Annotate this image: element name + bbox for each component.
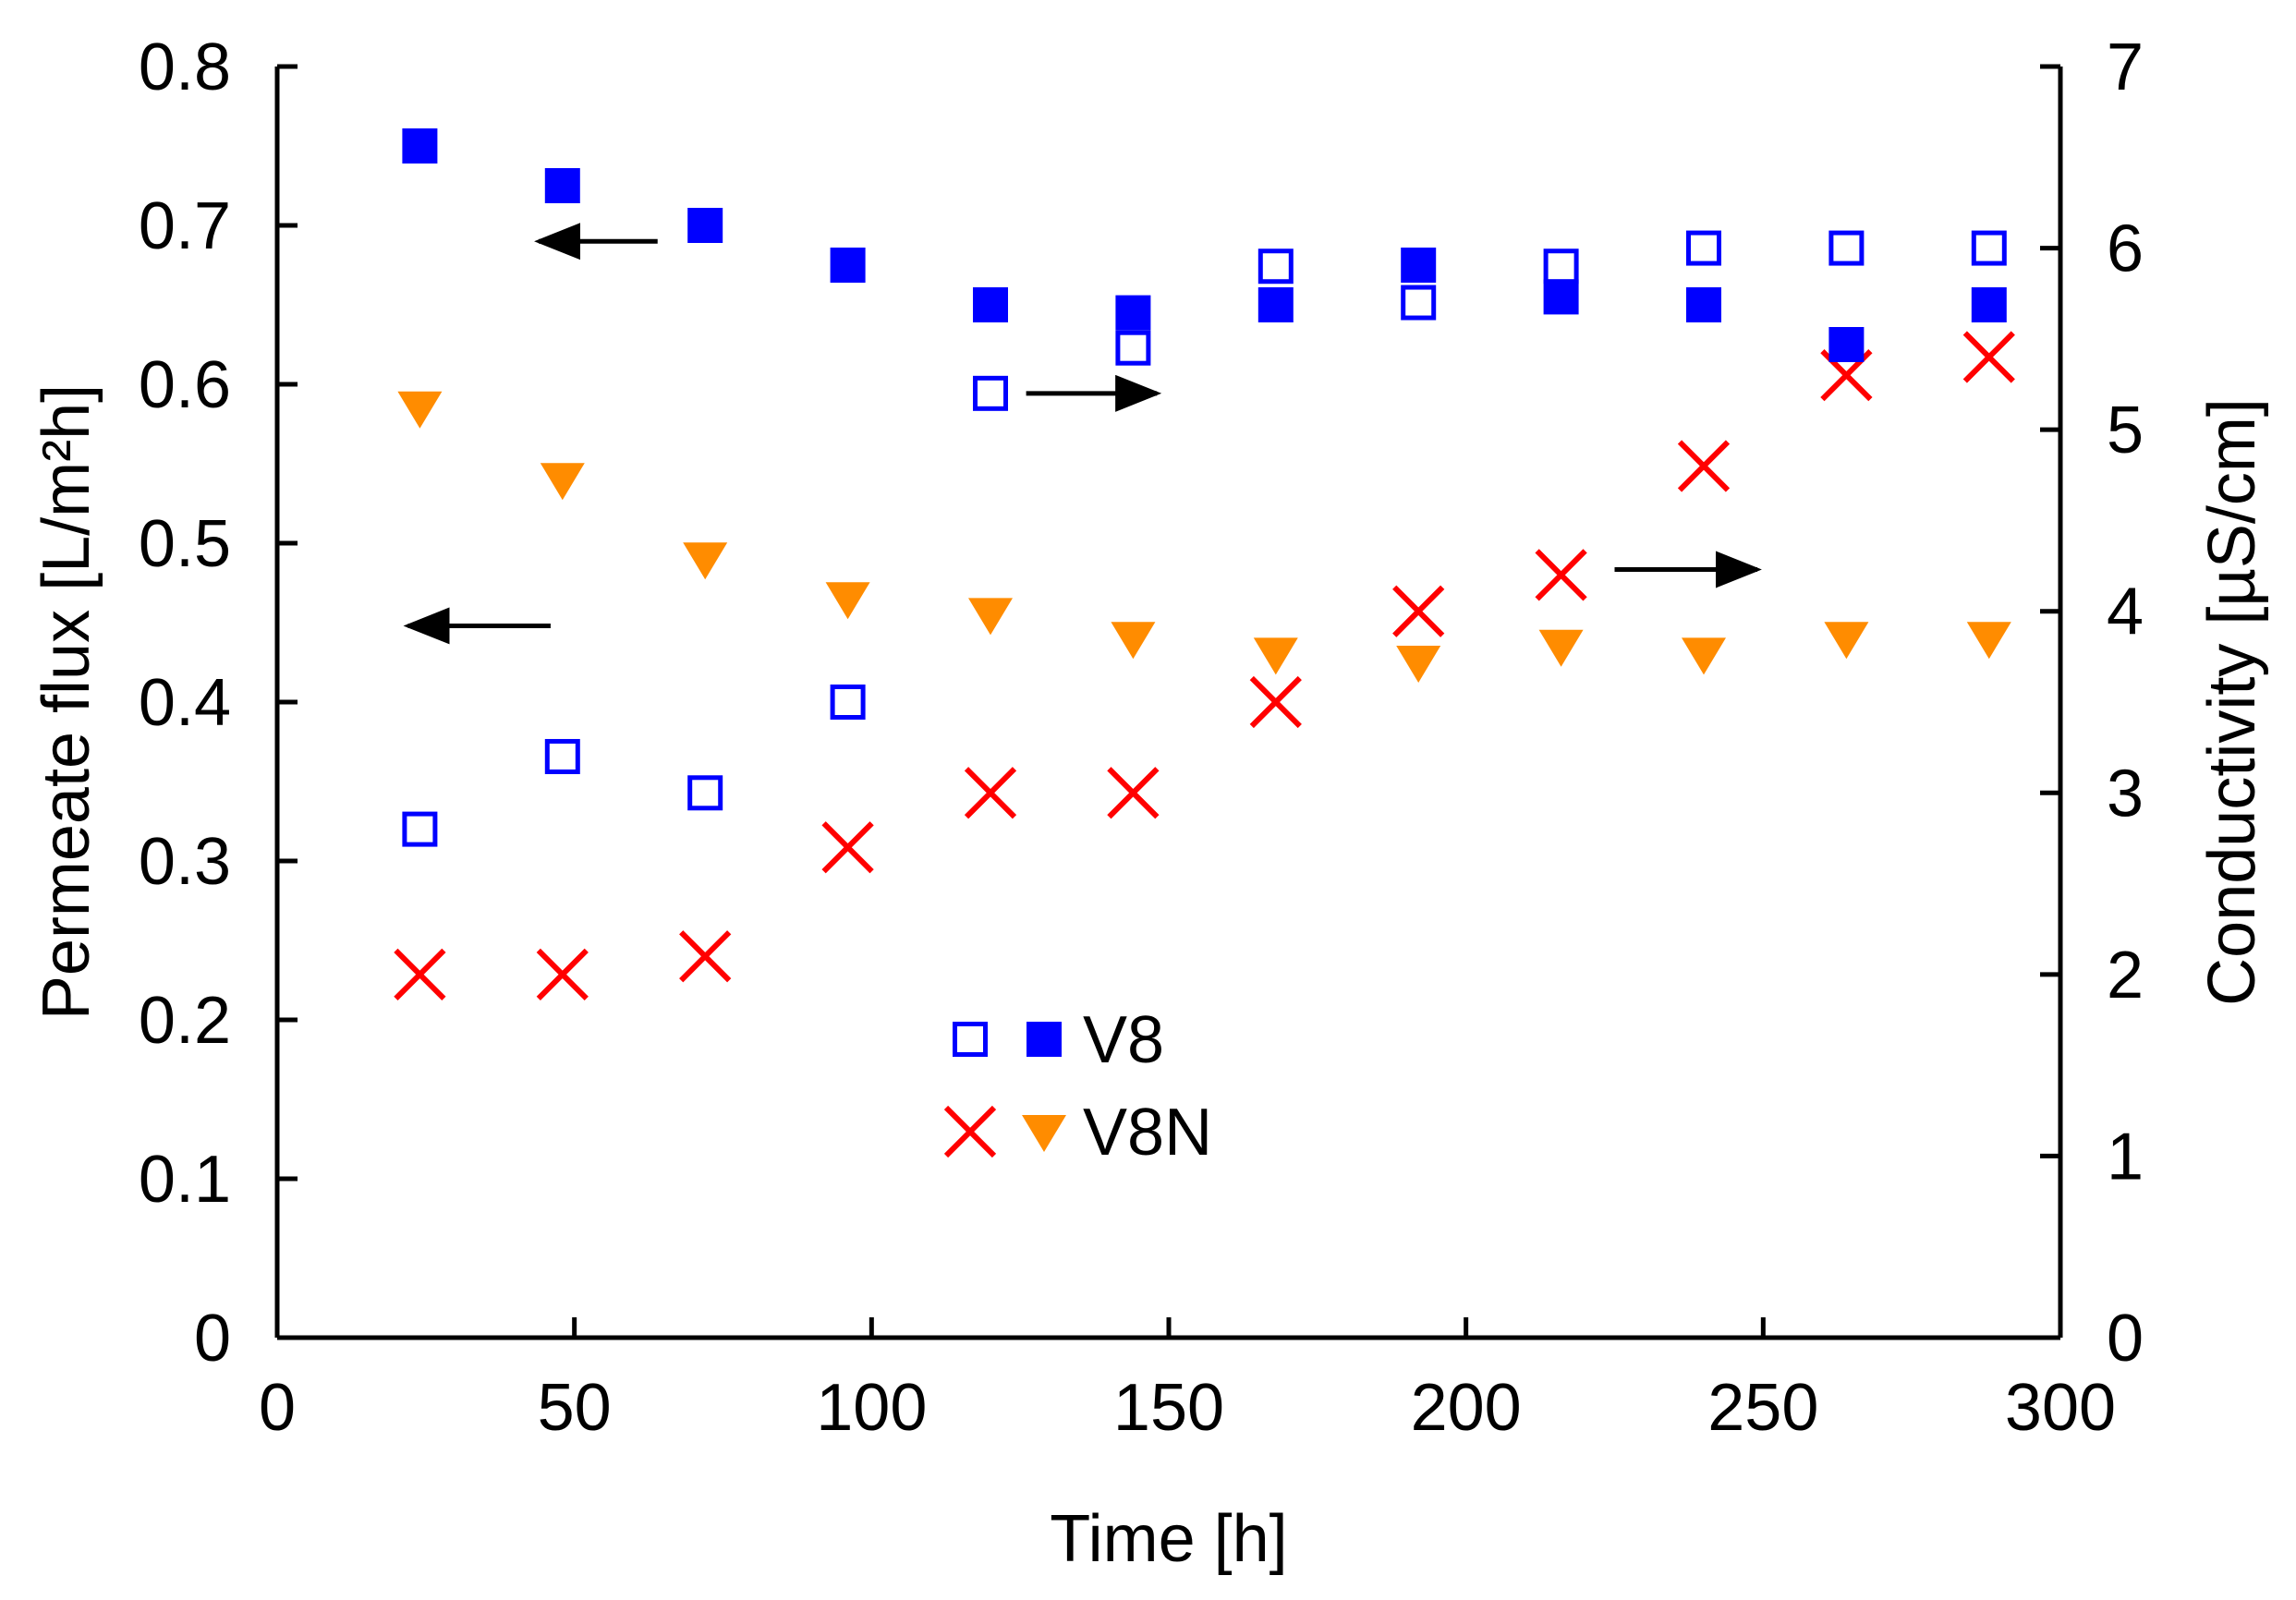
y-right-tick-label: 2 bbox=[2107, 939, 2144, 1012]
series-layer bbox=[394, 128, 2015, 1000]
data-point bbox=[540, 463, 585, 501]
data-point bbox=[973, 287, 1008, 322]
data-point bbox=[825, 582, 870, 620]
data-point bbox=[1971, 230, 2007, 266]
x-tick-label: 100 bbox=[816, 1371, 927, 1445]
data-point bbox=[402, 128, 438, 164]
data-point bbox=[1111, 622, 1156, 660]
data-point bbox=[1257, 248, 1294, 285]
data-point bbox=[683, 542, 728, 580]
x-tick-label: 0 bbox=[259, 1371, 296, 1445]
data-point bbox=[1401, 248, 1437, 283]
y-right-tick-label: 1 bbox=[2107, 1120, 2144, 1194]
data-point bbox=[536, 948, 589, 1000]
data-point bbox=[397, 391, 443, 429]
legend-marker bbox=[953, 1022, 988, 1057]
x-tick-label: 300 bbox=[2005, 1371, 2116, 1445]
data-point bbox=[1115, 330, 1151, 366]
y-right-tick-label: 7 bbox=[2107, 30, 2144, 104]
data-point bbox=[973, 375, 1008, 411]
data-point bbox=[1828, 327, 1865, 362]
data-point bbox=[687, 775, 723, 811]
data-point bbox=[1401, 285, 1437, 321]
x-tick-label: 150 bbox=[1113, 1371, 1224, 1445]
y-axis-right-title: Conductivity [µS/cm] bbox=[2195, 398, 2269, 1006]
data-point bbox=[687, 208, 723, 243]
data-point bbox=[1392, 585, 1445, 637]
data-point bbox=[679, 930, 732, 983]
data-point bbox=[402, 811, 438, 847]
data-point bbox=[1257, 287, 1294, 322]
legend-marker bbox=[1022, 1115, 1066, 1152]
y-right-tick-label: 5 bbox=[2107, 394, 2144, 467]
data-point bbox=[544, 168, 580, 203]
data-point bbox=[1677, 440, 1731, 492]
y-right-tick-label: 0 bbox=[2107, 1302, 2144, 1376]
data-point bbox=[1686, 287, 1721, 322]
series-v8-conductivity bbox=[402, 230, 2007, 847]
x-axis-title: Time [h] bbox=[1050, 1502, 1287, 1576]
data-point bbox=[394, 948, 446, 1000]
data-point bbox=[1115, 295, 1151, 331]
legend-marker bbox=[943, 1105, 997, 1158]
data-point bbox=[968, 598, 1013, 636]
series-v8-permeate-flux bbox=[402, 128, 2007, 362]
data-point bbox=[1682, 637, 1726, 675]
y-axis-left-title: Permeate flux [L/m²h] bbox=[30, 384, 103, 1020]
x-axis: 0 50 100 150 200 250 300 bbox=[259, 1317, 2116, 1445]
data-point bbox=[1966, 622, 2011, 660]
data-point bbox=[1971, 287, 2007, 322]
y-right-tick-label: 6 bbox=[2107, 212, 2144, 286]
legend-entry-v8: V8 bbox=[953, 1003, 1164, 1077]
data-point bbox=[1543, 279, 1579, 315]
data-point bbox=[1538, 629, 1584, 667]
y-left-tick-label: 0.1 bbox=[139, 1143, 231, 1217]
data-point bbox=[1249, 675, 1302, 729]
series-v8n-conductivity bbox=[394, 331, 2015, 1000]
data-point bbox=[1686, 230, 1721, 266]
data-point bbox=[1253, 637, 1298, 675]
y-left-tick-label: 0.2 bbox=[139, 984, 231, 1058]
series-v8n-permeate-flux bbox=[397, 391, 2011, 683]
x-tick-label: 50 bbox=[538, 1371, 612, 1445]
data-point bbox=[830, 685, 866, 720]
data-point bbox=[1535, 549, 1587, 601]
annotation-layer bbox=[403, 223, 1762, 645]
y-left-tick-label: 0.7 bbox=[139, 189, 231, 263]
data-point bbox=[1828, 230, 1865, 266]
y-left-tick-label: 0.6 bbox=[139, 348, 231, 422]
legend-label: V8N bbox=[1083, 1096, 1212, 1170]
y-left-tick-label: 0 bbox=[194, 1302, 231, 1376]
legend-label: V8 bbox=[1083, 1003, 1164, 1077]
data-point bbox=[830, 248, 866, 283]
y-axis-right: 0 1 2 3 4 5 6 7 bbox=[2040, 30, 2144, 1376]
data-point bbox=[821, 821, 874, 874]
y-axis-left: 0 0.1 0.2 0.3 0.4 0.5 0.6 0.7 0.8 bbox=[139, 30, 298, 1376]
y-left-tick-label: 0.5 bbox=[139, 507, 231, 581]
data-point bbox=[544, 738, 580, 774]
y-right-tick-label: 4 bbox=[2107, 576, 2144, 649]
x-tick-label: 200 bbox=[1411, 1371, 1522, 1445]
y-left-tick-label: 0.4 bbox=[139, 666, 231, 740]
y-left-tick-label: 0.8 bbox=[139, 30, 231, 104]
legend-marker bbox=[1027, 1022, 1062, 1057]
y-right-tick-label: 3 bbox=[2107, 757, 2144, 830]
data-point bbox=[1396, 646, 1441, 683]
data-point bbox=[1543, 248, 1579, 285]
data-point bbox=[1107, 767, 1160, 819]
legend-entry-v8n: V8N bbox=[943, 1096, 1212, 1170]
y-left-tick-label: 0.3 bbox=[139, 825, 231, 899]
data-point bbox=[964, 767, 1017, 819]
x-tick-label: 250 bbox=[1707, 1371, 1818, 1445]
data-point bbox=[1824, 622, 1869, 660]
data-point bbox=[1962, 331, 2015, 383]
